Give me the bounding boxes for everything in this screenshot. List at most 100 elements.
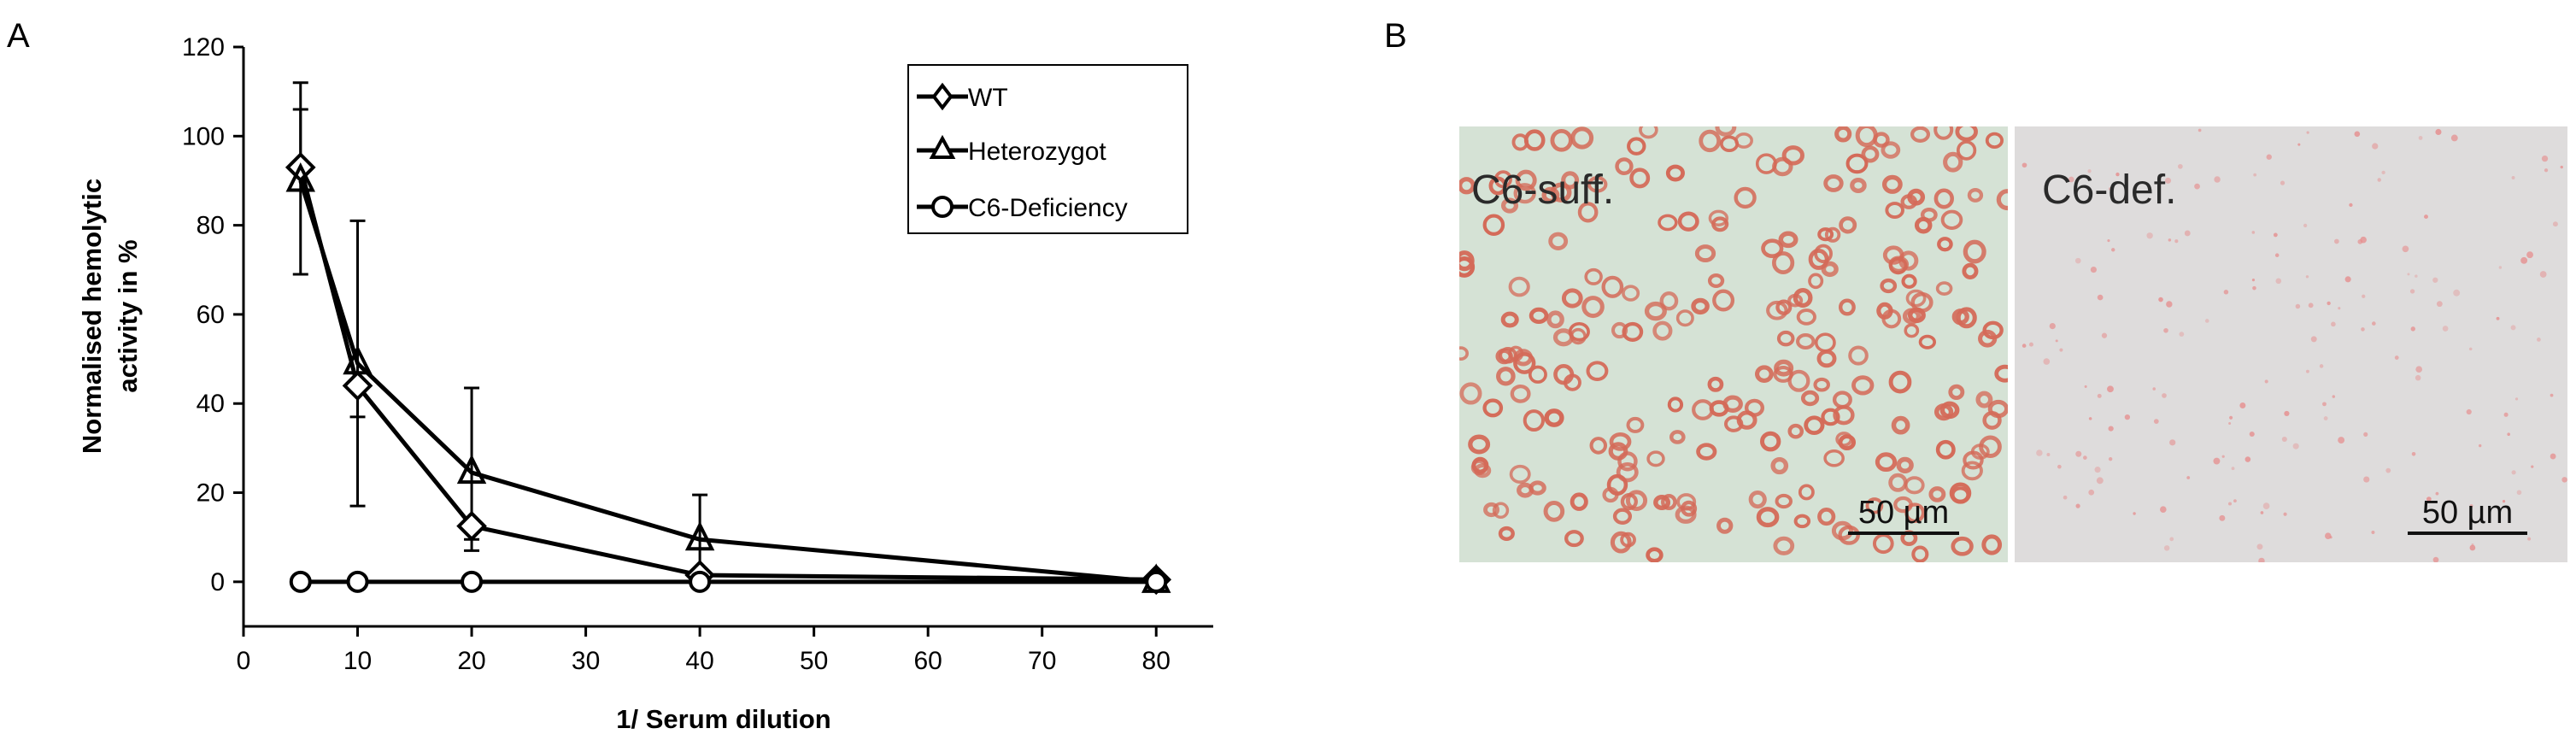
cell-debris-speck <box>2331 321 2336 327</box>
cell-debris-speck <box>2332 395 2336 398</box>
cell-debris-speck <box>2361 327 2365 332</box>
data-point-heterozygot <box>343 344 373 375</box>
cell-debris-speck <box>2251 279 2256 282</box>
cell-debris-speck <box>2305 275 2309 279</box>
cell-debris-speck <box>2068 176 2074 183</box>
cell-debris-speck <box>2552 221 2558 227</box>
cell-debris-speck <box>2338 437 2345 444</box>
cell-debris-speck <box>2510 325 2516 331</box>
red-blood-cell <box>1734 186 1757 209</box>
red-blood-cell <box>1881 308 1902 329</box>
cell-debris-speck <box>2162 393 2167 398</box>
cell-debris-speck <box>2273 232 2278 238</box>
red-blood-cell <box>1515 169 1537 191</box>
cell-debris-speck <box>2334 238 2339 244</box>
red-blood-cell <box>1935 439 1956 460</box>
cell-debris-speck <box>2531 465 2534 468</box>
x-tick-label: 60 <box>913 647 942 675</box>
error-bars <box>292 81 708 581</box>
cell-debris-speck <box>2432 556 2439 562</box>
red-blood-cell <box>1996 189 2008 211</box>
red-blood-cell <box>1495 348 1513 365</box>
red-blood-cell <box>1755 153 1777 174</box>
cell-debris-speck <box>2283 512 2287 516</box>
red-blood-cell <box>1708 209 1729 227</box>
x-tick-label: 30 <box>572 647 600 675</box>
y-tick-label: 60 <box>197 301 225 329</box>
cell-debris-speck <box>2075 450 2082 457</box>
cell-debris-speck <box>2115 172 2120 177</box>
cell-debris-speck <box>2284 410 2290 417</box>
micrograph-label-def: C6-def. <box>2042 167 2176 213</box>
data-point-c6-deficiency <box>346 570 369 593</box>
red-blood-cell <box>1577 202 1599 223</box>
red-blood-cell <box>1646 450 1665 467</box>
red-blood-cell <box>1872 533 1894 555</box>
red-blood-cell <box>1529 307 1549 325</box>
cell-debris-speck <box>2057 464 2062 469</box>
red-blood-cell <box>1978 329 1998 348</box>
cell-debris-speck <box>2166 301 2173 308</box>
cell-debris-speck <box>2163 327 2168 333</box>
red-blood-cell <box>1962 262 1979 279</box>
scale-bar-label-def: 50 µm <box>2422 495 2513 531</box>
lysed-cell-debris <box>2021 128 2567 562</box>
red-blood-cell <box>1918 334 1937 350</box>
red-blood-cell <box>1796 333 1816 350</box>
cell-debris-speck <box>2442 326 2449 332</box>
red-blood-cell <box>1793 287 1813 308</box>
cell-debris-speck <box>2303 223 2308 228</box>
red-blood-cell <box>1625 490 1648 512</box>
cell-debris-speck <box>2049 322 2056 330</box>
red-blood-cell <box>1482 398 1504 418</box>
cell-debris-speck <box>2363 432 2368 437</box>
cell-debris-speck <box>2107 239 2110 243</box>
red-blood-cell <box>1951 536 1974 556</box>
red-blood-cell <box>1609 432 1632 451</box>
cell-debris-speck <box>2251 231 2256 234</box>
cell-debris-speck <box>2266 154 2272 160</box>
red-blood-cell <box>1907 188 1926 206</box>
red-blood-cell <box>1881 141 1901 159</box>
red-blood-cell <box>1639 126 1658 139</box>
red-blood-cell <box>1787 293 1804 308</box>
cell-debris-speck <box>2381 170 2385 175</box>
cell-debris-speck <box>2516 490 2522 496</box>
cell-debris-speck <box>2088 417 2092 420</box>
red-blood-cell <box>1513 352 1536 374</box>
red-blood-cell <box>1861 145 1880 163</box>
cell-debris-speck <box>2541 155 2549 162</box>
cell-debris-speck <box>2124 414 2131 420</box>
cell-debris-speck <box>2410 326 2415 332</box>
x-tick-label: 80 <box>1142 647 1171 675</box>
red-blood-cell <box>1848 345 1869 366</box>
red-blood-cell <box>1888 256 1910 273</box>
red-blood-cell <box>1570 126 1594 150</box>
red-blood-cell <box>1617 451 1638 472</box>
red-blood-cell <box>1823 449 1845 467</box>
red-blood-cell <box>1928 486 1946 502</box>
red-blood-cell <box>1955 126 1978 142</box>
red-blood-cell <box>1994 364 2008 383</box>
y-tick-label: 40 <box>197 390 225 418</box>
cell-debris-speck <box>2327 301 2331 306</box>
cell-debris-speck <box>2436 301 2443 308</box>
red-blood-cell <box>1691 297 1710 315</box>
red-blood-cell <box>1904 323 1920 338</box>
cell-debris-speck <box>2511 176 2515 179</box>
red-blood-cell <box>1459 346 1470 361</box>
y-axis-title-line2: activity in % <box>113 239 143 392</box>
red-blood-cell <box>1774 359 1794 377</box>
cell-debris-speck <box>2158 297 2163 303</box>
cell-debris-speck <box>2469 504 2473 508</box>
red-blood-cell <box>1653 494 1671 511</box>
cell-debris-speck <box>2097 393 2102 398</box>
red-blood-cell <box>1760 431 1781 452</box>
red-blood-cell <box>1880 278 1898 294</box>
red-blood-cell <box>1905 289 1927 308</box>
cell-debris-speck <box>2354 131 2361 138</box>
cell-debris-speck <box>2363 476 2370 483</box>
cell-debris-speck <box>2108 456 2113 461</box>
red-blood-cell <box>1615 157 1634 175</box>
red-blood-cell <box>1707 273 1725 289</box>
